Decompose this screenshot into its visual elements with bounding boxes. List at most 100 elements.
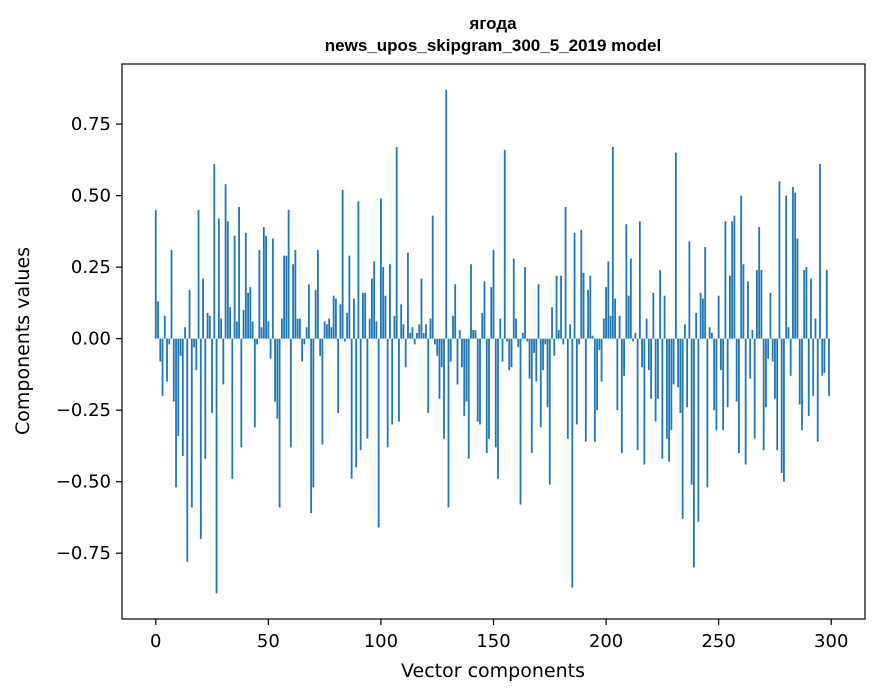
bar [274, 338, 276, 402]
chart-title-line-1: ягода [468, 14, 517, 33]
bar [177, 338, 180, 436]
y-tick-label: 0.00 [71, 329, 111, 350]
bar [220, 318, 222, 339]
bar [440, 338, 443, 368]
bar [780, 338, 783, 474]
bar [828, 338, 830, 396]
x-axis-label: Vector components [401, 660, 585, 682]
bar [618, 315, 621, 339]
y-tick-label: −0.25 [56, 400, 111, 421]
bar [204, 338, 207, 459]
bar [629, 258, 632, 339]
x-axis-ticks: 0 50 100 150 200 250 300 [150, 619, 848, 652]
bar [490, 287, 493, 339]
bar [447, 338, 450, 508]
bar [161, 338, 164, 396]
bar [483, 281, 486, 339]
bar [587, 290, 589, 339]
bar [688, 241, 691, 339]
bar [512, 258, 515, 339]
bar [240, 338, 243, 448]
bar [553, 338, 556, 356]
bar [526, 338, 529, 342]
bar [166, 338, 168, 382]
bar [384, 295, 387, 339]
bar [720, 338, 722, 371]
bar [391, 338, 394, 425]
bar [562, 338, 565, 345]
bar [645, 318, 648, 339]
bar [341, 189, 344, 339]
bar [823, 338, 826, 373]
bar [213, 164, 216, 339]
bar [715, 338, 718, 431]
bar [760, 269, 763, 339]
y-axis-label: Components values [12, 247, 34, 435]
bar [416, 332, 418, 339]
bar [154, 209, 157, 339]
bar [175, 338, 177, 488]
bar [242, 310, 245, 339]
bar [717, 295, 720, 339]
x-tick-label: 100 [364, 631, 398, 652]
bar [704, 247, 707, 339]
bar [564, 207, 567, 339]
bar [593, 338, 596, 442]
bar-series [154, 89, 830, 594]
bar [785, 195, 788, 339]
bar [616, 338, 619, 411]
bar [443, 338, 445, 439]
bar [659, 269, 662, 339]
bar [325, 324, 328, 339]
bar [217, 218, 220, 339]
bar [632, 338, 634, 342]
bar [463, 338, 466, 416]
bar [744, 338, 747, 465]
bar [535, 338, 538, 382]
bar [787, 327, 790, 339]
bar [452, 315, 454, 339]
bar [501, 338, 504, 362]
bar [598, 338, 601, 351]
bar [398, 338, 400, 422]
bar [256, 338, 258, 345]
bar [305, 327, 308, 339]
bar [258, 249, 261, 339]
bar [362, 292, 364, 339]
bar [411, 327, 414, 339]
bar [798, 338, 801, 405]
bar [805, 267, 808, 339]
bar [445, 89, 448, 339]
bar [528, 338, 531, 379]
bar [783, 338, 785, 482]
bar [353, 298, 355, 339]
bar [368, 318, 371, 339]
bar [774, 338, 776, 399]
bar [506, 338, 508, 342]
bar [251, 321, 254, 339]
bar [566, 338, 569, 439]
bar [321, 338, 324, 445]
bar [807, 338, 810, 416]
bar [740, 195, 743, 339]
bar [686, 338, 689, 408]
bar [724, 221, 727, 339]
bar [316, 249, 319, 339]
bar [695, 312, 698, 339]
bar [474, 330, 477, 339]
y-tick-label: −0.50 [56, 472, 111, 493]
bar [623, 338, 625, 376]
bar [692, 338, 695, 568]
bar [519, 338, 522, 505]
bar [713, 338, 716, 411]
bar [697, 338, 700, 522]
bar [420, 278, 423, 339]
bar [756, 269, 758, 339]
bar [231, 338, 234, 479]
bar [265, 235, 267, 339]
x-tick-label: 300 [814, 631, 848, 652]
bar [681, 338, 684, 519]
bar [186, 338, 189, 562]
x-tick-label: 50 [257, 631, 280, 652]
bar [812, 338, 815, 396]
